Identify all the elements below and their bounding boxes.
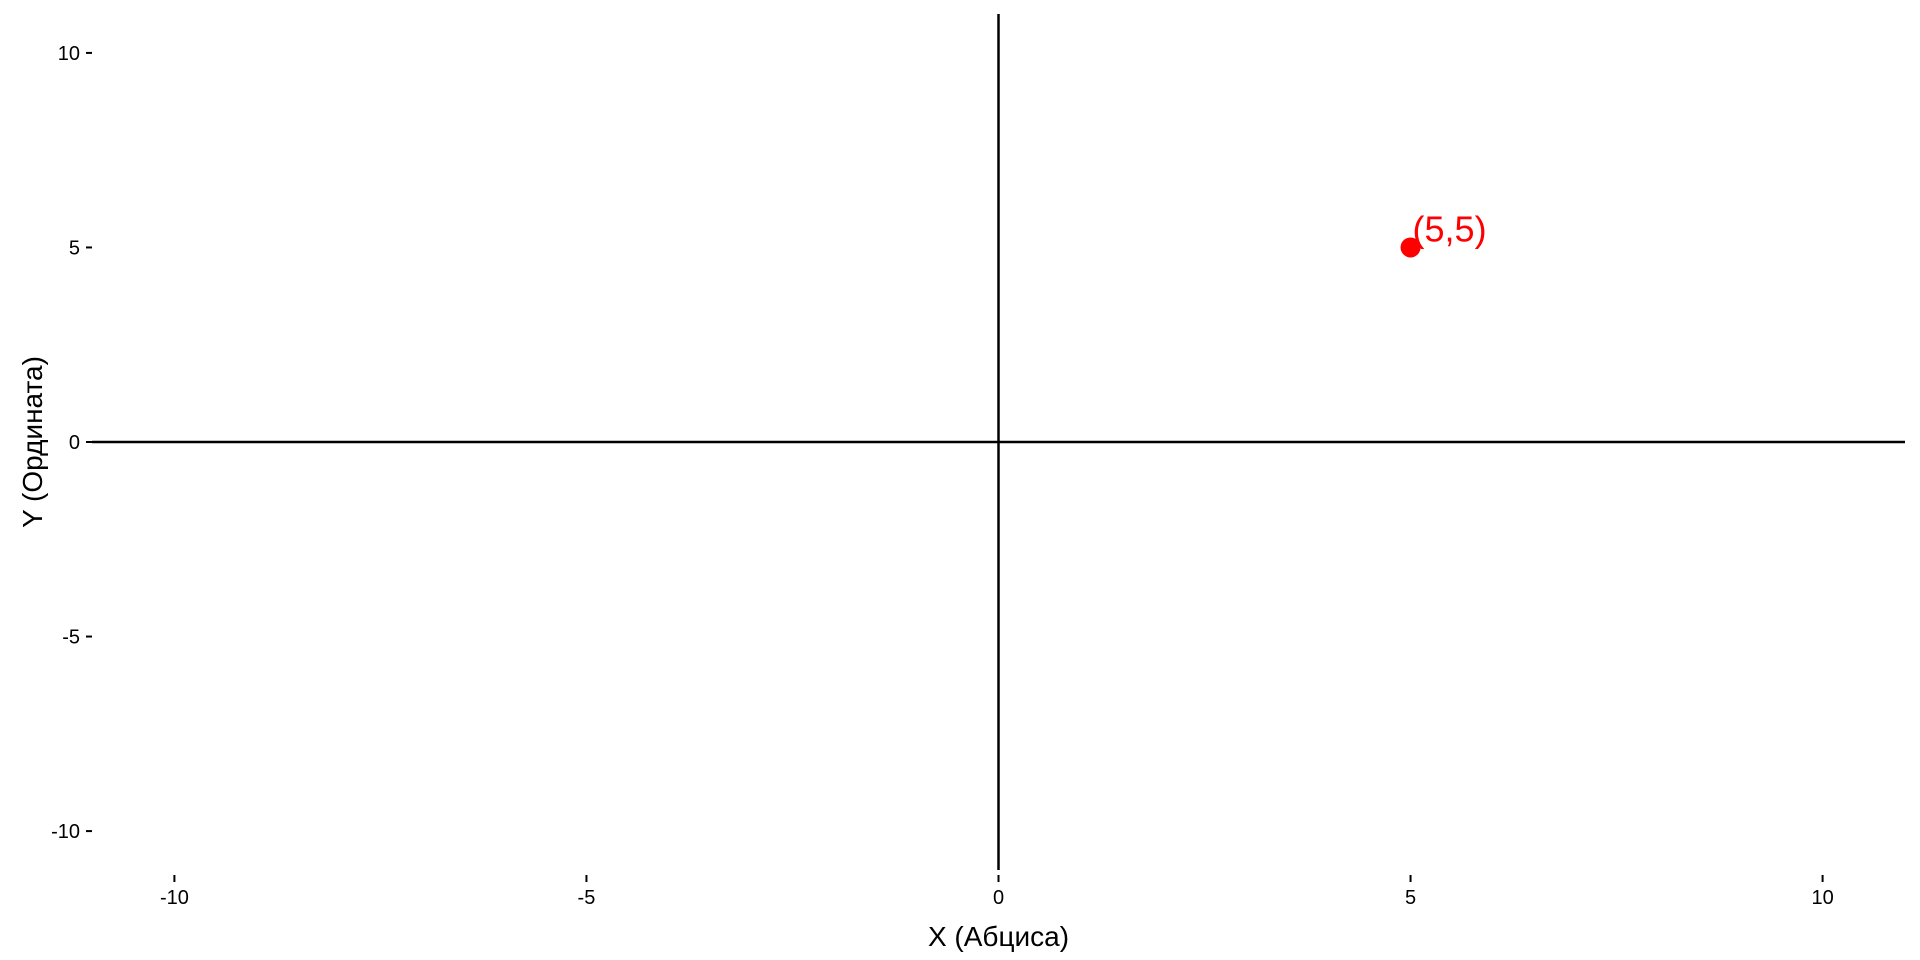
data-point-label: (5,5) xyxy=(1413,208,1487,249)
y-tick-label: -5 xyxy=(62,627,80,649)
data-point xyxy=(1400,237,1421,258)
y-tick-label: 0 xyxy=(69,432,80,454)
x-tick-label: 0 xyxy=(993,887,1004,909)
y-axis-title: Y (Ордината) xyxy=(17,356,48,528)
x-axis-title: X (Абциса) xyxy=(928,921,1069,952)
points-layer: (5,5) xyxy=(1400,208,1487,258)
x-tick-label: 10 xyxy=(1811,887,1833,909)
reference-lines-layer xyxy=(92,14,1905,870)
x-tick-label: 5 xyxy=(1405,887,1416,909)
y-tick-label: -10 xyxy=(51,821,80,843)
y-tick-label: 10 xyxy=(58,43,80,65)
x-tick-label: -10 xyxy=(160,887,189,909)
axes-layer: -10 -5 0 5 10 -10 -5 0 5 10 xyxy=(51,43,1834,909)
y-tick-label: 5 xyxy=(69,237,80,259)
x-tick-label: -5 xyxy=(578,887,596,909)
